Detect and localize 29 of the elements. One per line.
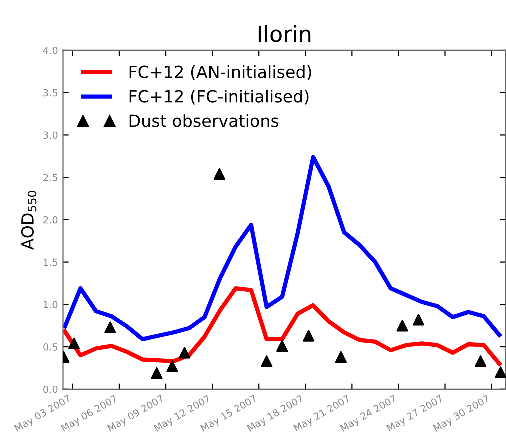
y-tick-label: 4.0	[43, 46, 58, 54]
point	[151, 367, 163, 380]
legend-label: FC+12 (AN-initialised)	[130, 65, 312, 80]
chart-title: Ilorin	[258, 25, 311, 42]
point	[178, 347, 191, 359]
y-tick-label: 1.5	[44, 258, 58, 266]
point	[396, 320, 408, 332]
point	[474, 356, 487, 368]
point	[261, 356, 273, 368]
point	[412, 314, 425, 326]
y-tick-label: 1.0	[44, 301, 58, 308]
point	[335, 351, 348, 364]
y-axis-title: AOD$_{550}$	[21, 191, 37, 250]
y-tick-label: 2.0	[44, 216, 58, 224]
legend-label: Dust observations	[130, 114, 279, 128]
point	[166, 360, 178, 372]
point	[494, 366, 506, 378]
y-tick-label: 3.0	[44, 132, 58, 140]
point	[276, 340, 288, 352]
point	[68, 338, 80, 350]
point	[214, 168, 226, 180]
point	[104, 322, 116, 334]
y-tick-label: 2.5	[44, 174, 58, 182]
legend-label: FC+12 (FC-initialised)	[130, 90, 309, 105]
line-series	[63, 155, 502, 342]
y-tick-label: 3.5	[44, 89, 58, 97]
y-tick-label: 0.5	[44, 344, 58, 351]
point	[303, 330, 315, 342]
y-tick-label: 0.0	[44, 386, 58, 394]
